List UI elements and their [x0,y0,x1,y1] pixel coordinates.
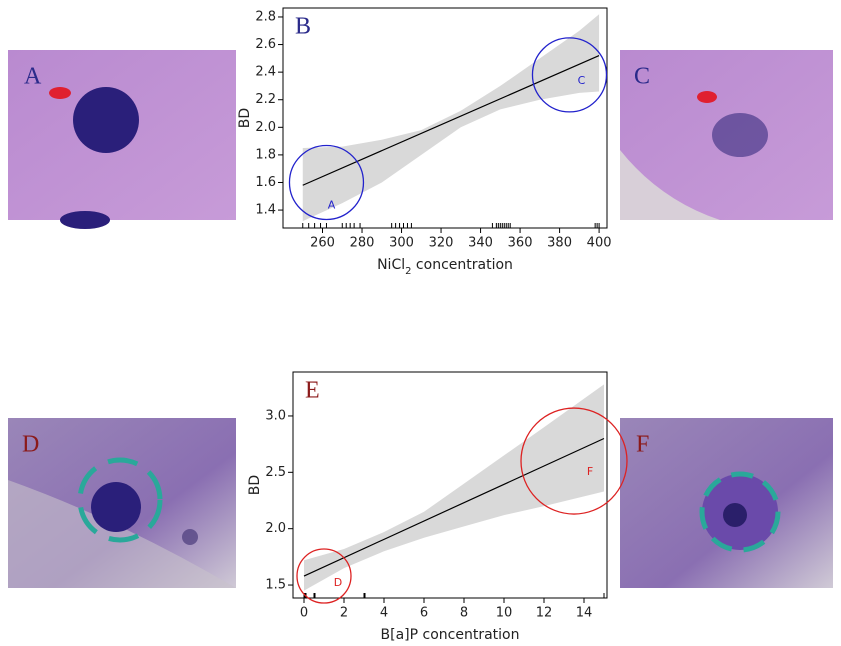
y-tick-label: 2.8 [255,9,276,24]
y-axis-label: BD [247,475,263,495]
fit-line [302,55,600,186]
panel-label: E [305,378,320,404]
x-tick-label: 10 [496,606,513,621]
x-label-text: NiCl [377,257,405,273]
x-tick-label: 14 [576,606,593,621]
y-tick-label: 1.4 [255,203,276,218]
x-tick-label: 2 [340,606,348,621]
y-tick-label: 2.0 [255,120,276,135]
photo-d: D [8,418,236,588]
x-tick-label: 0 [300,606,308,621]
annotation-circle [288,144,365,221]
fit-line [303,437,605,577]
annotation-circle [531,37,608,113]
y-tick-label: 1.5 [265,578,286,593]
y-tick-label: 2.2 [255,92,276,107]
y-tick-label: 1.8 [255,147,276,162]
x-axis-label: B[a]P concentration [381,627,520,643]
annotation-label: A [328,198,336,211]
x-tick-label: 400 [587,236,612,251]
x-tick-label: 300 [389,236,414,251]
x-tick-label: 380 [547,236,572,251]
photo-f: F [620,418,833,588]
x-tick-label: 340 [468,236,493,251]
panel-label: B [295,14,311,40]
chart: 260 280 300 320 340 360 380 400 1.4 1.6 1.8 2.0 2.2 2… [237,7,612,277]
x-label-rest: concentration [411,257,512,273]
photo-c: C [620,50,833,220]
y-tick-label: 1.6 [255,175,276,190]
y-axis-label: BD [237,108,253,128]
photo-label: A [24,64,42,90]
photo-label: C [634,64,650,90]
annotation-circle [296,548,352,604]
annotation-label: D [334,576,342,589]
confidence-band [304,384,604,591]
x-label-text: B[a]P concentration [381,627,520,643]
photo-a: A [8,50,236,229]
x-tick-label: 280 [350,236,375,251]
x-tick-label: 4 [380,606,388,621]
y-tick-label: 2.0 [265,521,286,536]
photo-label: D [22,432,39,458]
confidence-band [302,14,600,222]
y-tick-label: 2.5 [265,465,286,480]
y-tick-label: 3.0 [265,408,286,423]
annotation-label: C [578,74,586,87]
x-tick-label: 360 [508,236,533,251]
annotation-label: F [587,465,593,478]
x-label-sub: 2 [405,266,411,277]
x-axis-label: NiCl2 concentration [377,257,513,277]
chart: 0 2 4 6 8 10 12 14 1.5 2.0 2.5 3.0 B[a]P concentrati… [247,371,628,643]
y-tick-label: 2.6 [255,37,276,52]
photo-label: F [636,432,649,458]
x-tick-label: 12 [536,606,553,621]
annotation-circle [520,407,628,515]
x-tick-label: 320 [429,236,454,251]
x-tick-label: 8 [460,606,468,621]
x-tick-label: 260 [310,236,335,251]
x-tick-label: 6 [420,606,428,621]
y-tick-label: 2.4 [255,65,276,80]
